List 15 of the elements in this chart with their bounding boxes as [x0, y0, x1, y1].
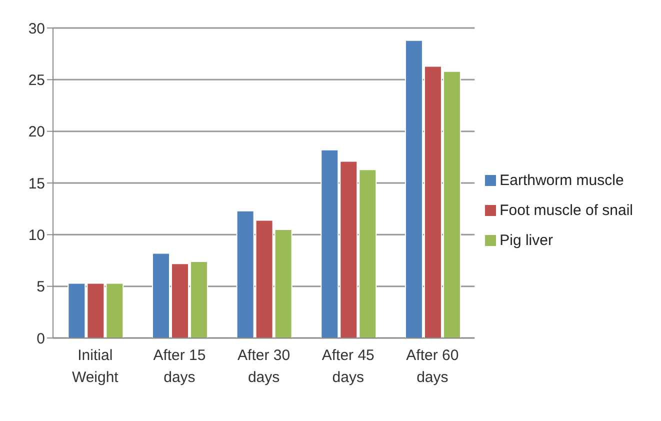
legend-label: Pig liver	[500, 232, 553, 248]
y-tick-label: 5	[36, 278, 45, 296]
x-tick-label: After 30 days	[238, 347, 290, 386]
y-tick-label: 0	[36, 330, 45, 348]
y-tick-label: 20	[28, 124, 45, 141]
x-tick-label: After 15 days	[153, 347, 206, 386]
y-tick-label: 30	[28, 20, 45, 38]
legend-label: Earthworm muscle	[500, 172, 624, 188]
x-tick-label: After 45 days	[322, 347, 374, 386]
x-tick-label: Initial Weight	[72, 347, 120, 386]
y-tick-label: 15	[28, 175, 45, 192]
y-tick-label: 25	[28, 72, 45, 89]
y-tick-label: 10	[28, 226, 45, 244]
legend-label: Foot muscle of snail	[500, 202, 633, 218]
x-tick-label: After 60 days	[406, 347, 459, 386]
